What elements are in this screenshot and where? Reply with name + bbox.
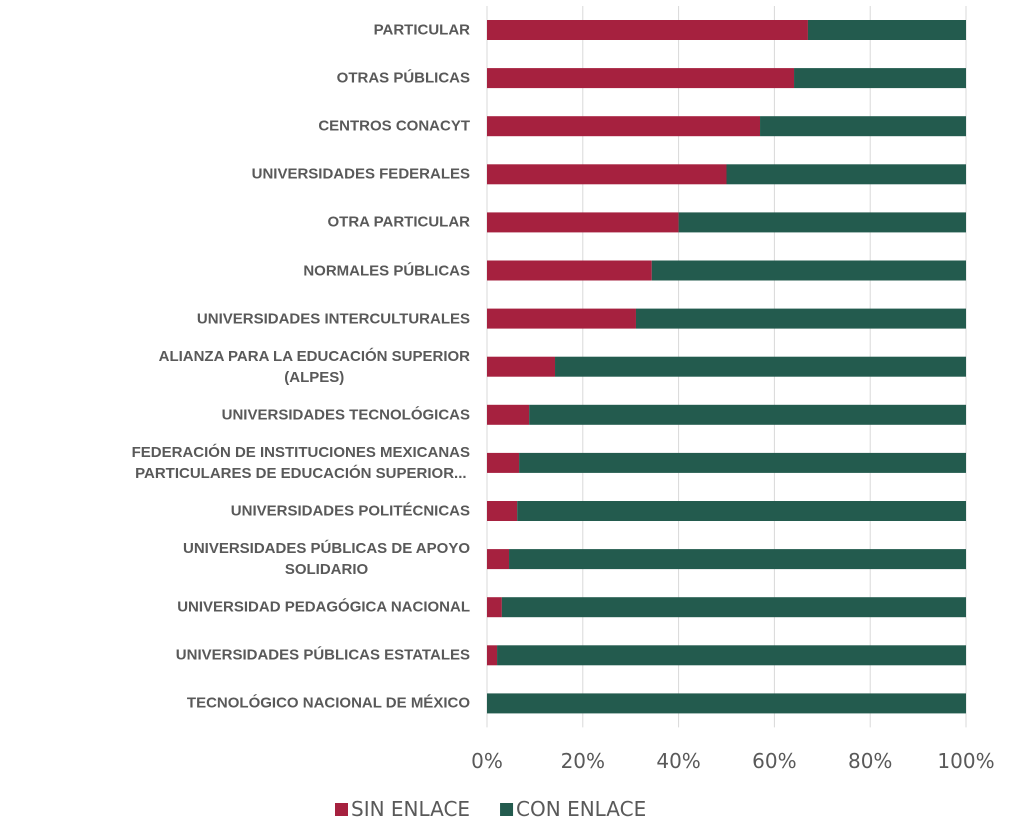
bar-segment — [497, 645, 966, 666]
bar-segment — [678, 212, 966, 233]
bar-segment — [635, 308, 966, 329]
y-tick-label: OTRAS PÚBLICAS — [336, 69, 470, 87]
bar-segment — [487, 501, 518, 521]
bar-segment — [487, 20, 808, 40]
bar-segment — [517, 501, 966, 521]
bar-segment — [651, 260, 966, 281]
x-tick-label: 80% — [848, 749, 892, 773]
y-tick-label: UNIVERSIDADES FEDERALES — [251, 165, 470, 183]
bar-segment — [794, 68, 966, 89]
bar-segment — [487, 308, 636, 329]
y-tick-label: TECNOLÓGICO NACIONAL DE MÉXICO — [186, 694, 470, 712]
x-tick-label: 60% — [752, 749, 796, 773]
bar-segment — [487, 549, 510, 570]
bar-segment — [487, 356, 556, 377]
bar-segment — [487, 212, 679, 233]
bar-segment — [487, 645, 498, 666]
bar-segment — [487, 68, 795, 89]
y-tick-label: UNIVERSIDADES POLITÉCNICAS — [230, 502, 470, 520]
bar-segment — [487, 597, 502, 618]
y-tick-label: OTRA PARTICULAR — [327, 213, 471, 231]
x-tick-label: 100% — [937, 749, 994, 773]
bar-segment — [487, 116, 761, 137]
y-tick-label: UNIVERSIDADES TECNOLÓGICAS — [221, 406, 470, 424]
y-tick-label: ALIANZA PARA LA EDUCACIÓN SUPERIOR (ALPE… — [158, 347, 470, 386]
legend-label: CON ENLACE — [516, 797, 646, 821]
bar-segment — [487, 260, 652, 281]
y-tick-label: PARTICULAR — [373, 21, 470, 39]
bar-segment — [487, 452, 520, 473]
y-tick-label: CENTROS CONACYT — [318, 117, 470, 135]
bar-segment — [501, 597, 966, 618]
bar-segment — [487, 164, 727, 185]
legend-swatch — [500, 803, 514, 816]
y-tick-label: NORMALES PÚBLICAS — [303, 262, 470, 279]
x-tick-label: 20% — [561, 749, 605, 773]
y-tick-label: UNIVERSIDAD PEDAGÓGICA NACIONAL — [177, 598, 470, 616]
bar-segment — [509, 549, 966, 570]
bar-segment — [529, 404, 966, 425]
bar-segment — [807, 20, 966, 40]
legend-swatch — [335, 803, 348, 816]
bar-segment — [726, 164, 966, 185]
bar-segment — [519, 452, 966, 473]
bar-segment — [487, 404, 530, 425]
x-tick-label: 0% — [471, 749, 503, 773]
y-tick-label: UNIVERSIDADES INTERCULTURALES — [196, 310, 470, 328]
bar-segment — [555, 356, 966, 377]
y-tick-label: UNIVERSIDADES PÚBLICAS DE APOYO SOLIDARI… — [183, 540, 470, 579]
bar-segment — [760, 116, 966, 137]
y-tick-label: FEDERACIÓN DE INSTITUCIONES MEXICANAS PA… — [131, 443, 470, 482]
legend-label: SIN ENLACE — [351, 797, 470, 821]
x-tick-label: 40% — [656, 749, 700, 773]
bar-segment — [487, 693, 966, 714]
y-tick-label: UNIVERSIDADES PÚBLICAS ESTATALES — [175, 646, 470, 664]
